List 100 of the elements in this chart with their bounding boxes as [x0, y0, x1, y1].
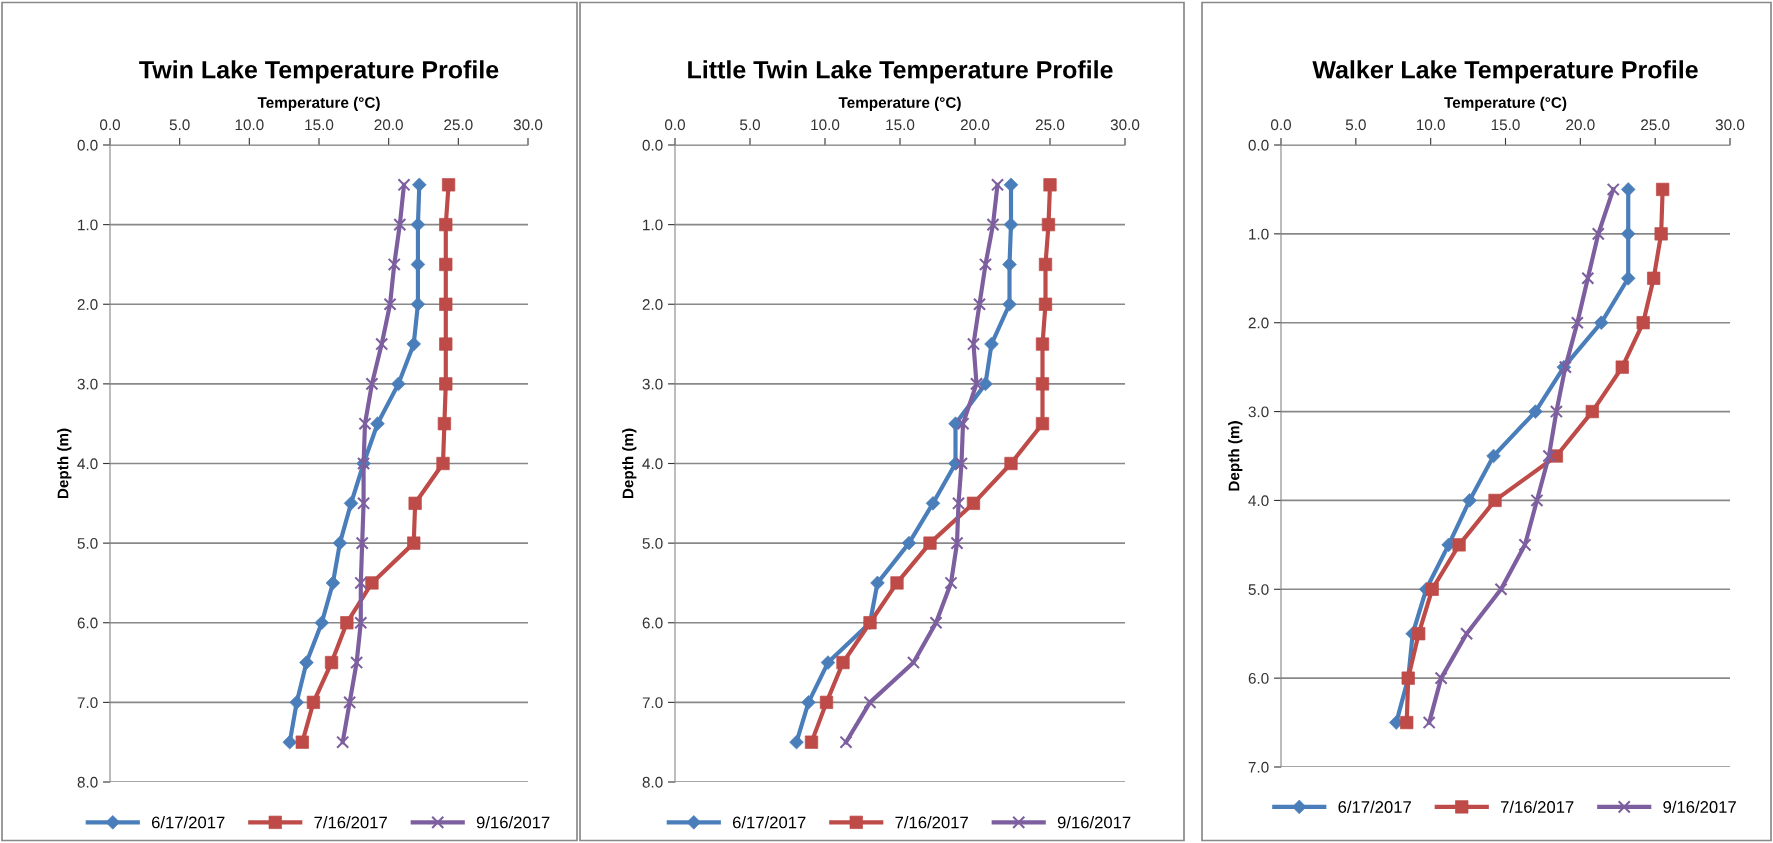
point [387, 257, 401, 272]
point [354, 576, 368, 590]
chart-title: Little Twin Lake Temperature Profile [688, 60, 1113, 84]
point [441, 178, 456, 192]
point [1002, 297, 1017, 312]
legend-label: 6/17/2017 [732, 816, 806, 829]
point [836, 655, 850, 670]
point [1647, 271, 1661, 285]
point [1035, 417, 1050, 431]
point [393, 218, 407, 232]
y-tick-label: 7.0 [642, 697, 663, 709]
y-axis-title: Depth (m) [1228, 421, 1243, 491]
x-tick-label: 20.0 [374, 119, 403, 131]
point [1542, 449, 1556, 463]
y-tick-label: 0.0 [1248, 139, 1269, 151]
point [336, 735, 350, 749]
point [819, 695, 834, 709]
point [365, 377, 379, 391]
x-tick-label: 10.0 [811, 119, 840, 131]
y-tick-label: 4.0 [642, 458, 663, 470]
point [972, 297, 987, 311]
point [410, 217, 426, 232]
point [375, 337, 389, 351]
x-tick-label: 0.0 [664, 119, 686, 131]
point [1581, 271, 1595, 285]
y-tick-label: 8.0 [77, 776, 98, 788]
point [439, 218, 453, 232]
point [1591, 227, 1605, 241]
point [839, 735, 853, 749]
legend-label: 9/16/2017 [1663, 800, 1736, 813]
point [1518, 538, 1532, 552]
y-tick-label: 1.0 [643, 219, 663, 231]
point [966, 337, 981, 351]
point [1459, 627, 1474, 641]
y-tick-label: 7.0 [77, 697, 98, 709]
point [355, 536, 369, 550]
y-tick-label: 6.0 [77, 617, 98, 629]
point [954, 456, 969, 471]
point [863, 695, 877, 709]
y-tick-label: 7.0 [1248, 761, 1269, 773]
chart-title: Twin Lake Temperature Profile [139, 60, 499, 84]
x-tick-label: 10.0 [235, 119, 264, 131]
point [1412, 627, 1426, 641]
x-tick-label: 20.0 [960, 119, 990, 131]
y-tick-label: 2.0 [642, 299, 663, 310]
x-tick-label: 30.0 [1715, 119, 1745, 131]
point [1656, 182, 1670, 197]
point [358, 417, 372, 431]
x-tick-label: 20.0 [1566, 119, 1595, 131]
point [951, 496, 966, 510]
point [944, 576, 958, 590]
point [906, 655, 921, 670]
point [397, 178, 411, 192]
point [1038, 297, 1053, 311]
legend-label: 6/17/2017 [1338, 800, 1411, 813]
x-tick-label: 5.0 [739, 119, 761, 131]
point [986, 218, 1000, 232]
x-axis-title: Temperature (°C) [257, 96, 380, 112]
point [408, 496, 422, 510]
point [1038, 257, 1053, 272]
point [1530, 493, 1544, 508]
x-axis-title: Temperature (°C) [838, 96, 961, 112]
point [950, 536, 964, 550]
y-tick-label: 4.0 [1248, 495, 1269, 507]
point [356, 496, 371, 510]
y-tick-label: 5.0 [77, 537, 98, 549]
point [804, 735, 819, 749]
y-tick-label: 5.0 [642, 537, 663, 549]
x-tick-label: 25.0 [1641, 119, 1670, 131]
x-tick-label: 25.0 [444, 119, 473, 131]
point [969, 377, 984, 391]
x-tick-label: 15.0 [886, 119, 915, 131]
legend-label: 9/16/2017 [476, 816, 550, 829]
y-tick-label: 5.0 [1248, 584, 1269, 595]
point [437, 417, 451, 431]
legend-label: 9/16/2017 [1057, 816, 1131, 829]
y-tick-label: 3.0 [642, 378, 663, 390]
legend-label: 6/17/2017 [151, 816, 225, 829]
x-tick-label: 5.0 [169, 119, 190, 131]
y-tick-label: 8.0 [642, 776, 663, 788]
point [978, 376, 993, 392]
x-tick-label: 15.0 [305, 119, 334, 131]
y-tick-label: 4.0 [77, 458, 98, 470]
y-tick-label: 6.0 [642, 617, 663, 629]
x-tick-label: 25.0 [1035, 119, 1065, 131]
x-tick-label: 30.0 [1110, 119, 1140, 131]
point [439, 297, 453, 311]
point [383, 297, 397, 311]
point [956, 417, 970, 431]
point [407, 536, 421, 550]
point [978, 257, 993, 272]
x-tick-label: 30.0 [513, 119, 543, 131]
y-tick-label: 6.0 [1248, 673, 1269, 684]
point [350, 655, 364, 670]
y-tick-label: 3.0 [1248, 406, 1269, 418]
point [1041, 218, 1056, 232]
point [306, 695, 321, 709]
point [1606, 182, 1620, 197]
point [1494, 582, 1508, 596]
legend-label: 7/16/2017 [1500, 800, 1574, 813]
